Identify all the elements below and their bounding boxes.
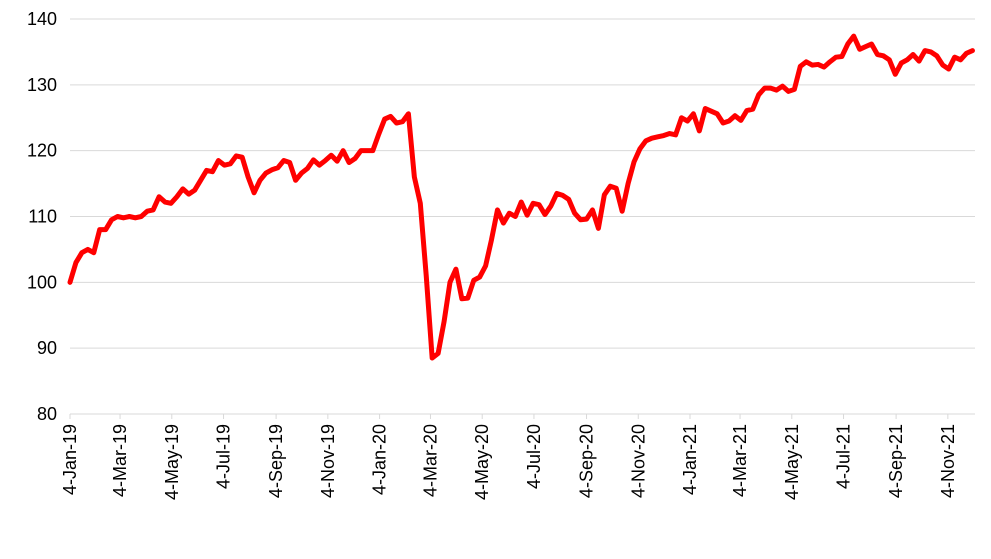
x-tick-label: 4-Jan-21 (680, 424, 700, 495)
x-tick-label: 4-Jul-19 (214, 424, 234, 489)
y-tick-label: 90 (37, 338, 57, 358)
x-tick-label: 4-Sep-19 (266, 424, 286, 498)
y-tick-label: 130 (27, 75, 57, 95)
x-tick-label: 4-Sep-21 (886, 424, 906, 498)
x-tick-label: 4-Jan-20 (370, 424, 390, 495)
x-tick-label: 4-Nov-21 (938, 424, 958, 498)
y-tick-label: 80 (37, 404, 57, 424)
x-tick-label: 4-Jul-20 (524, 424, 544, 489)
x-tick-label: 4-Nov-19 (318, 424, 338, 498)
x-tick-label: 4-Mar-19 (110, 424, 130, 497)
y-tick-label: 140 (27, 9, 57, 29)
x-tick-label: 4-May-20 (472, 424, 492, 500)
x-tick-label: 4-May-19 (162, 424, 182, 500)
y-tick-label: 120 (27, 141, 57, 161)
data-line (67, 33, 975, 361)
x-tick-label: 4-Jul-21 (834, 424, 854, 489)
y-tick-label: 110 (28, 207, 57, 227)
y-tick-label: 100 (27, 272, 57, 292)
x-tick-label: 4-Sep-20 (577, 424, 597, 498)
x-tick-label: 4-May-21 (782, 424, 802, 500)
x-tick-label: 4-Mar-20 (420, 424, 440, 497)
x-tick-label: 4-Jan-19 (60, 424, 80, 495)
x-tick-label: 4-Mar-21 (730, 424, 750, 497)
x-tick-label: 4-Nov-20 (628, 424, 648, 498)
